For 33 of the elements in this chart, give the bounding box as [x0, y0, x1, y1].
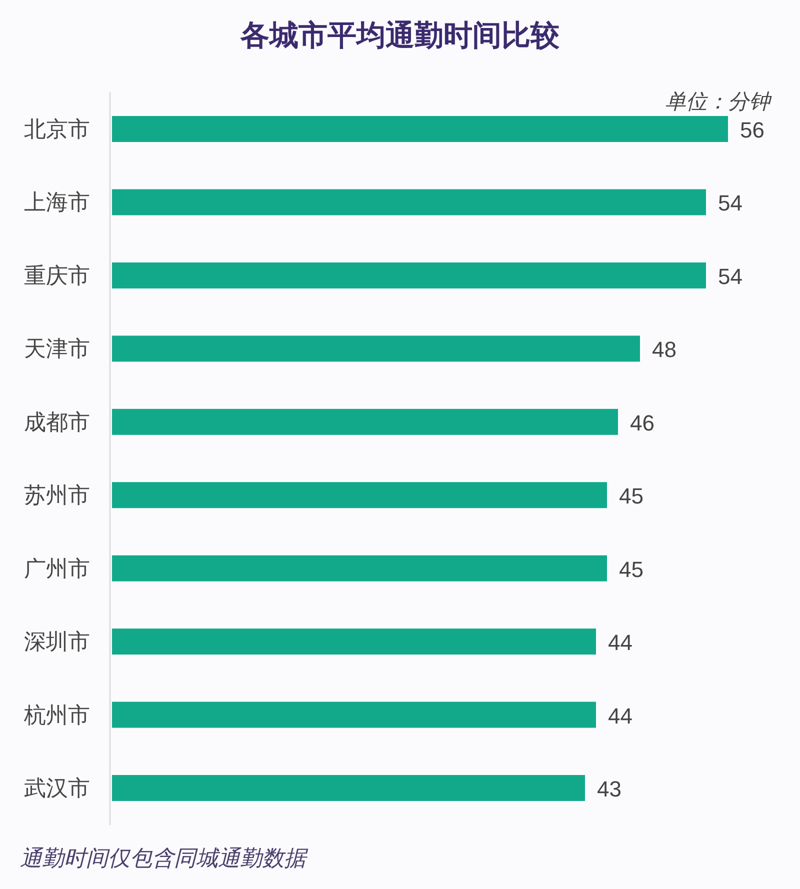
data-label: 44 [608, 703, 632, 728]
data-label: 45 [619, 484, 644, 509]
data-label: 54 [718, 264, 742, 289]
y-tick-label: 广州市 [24, 556, 90, 581]
y-tick-label: 北京市 [24, 116, 90, 142]
y-tick-label: 深圳市 [24, 629, 90, 654]
bar [112, 262, 706, 288]
bar [112, 116, 728, 142]
y-tick-label: 上海市 [24, 190, 90, 215]
y-tick-label: 杭州市 [23, 702, 90, 728]
data-label: 45 [619, 556, 644, 582]
bar [112, 555, 607, 582]
bar [112, 482, 607, 508]
y-tick-label: 武汉市 [24, 776, 90, 800]
text: 通勤时间仅包含同城通勤数据 [20, 846, 309, 870]
y-tick-label: 成都市 [24, 409, 90, 434]
y-tick-label: 天津市 [24, 336, 90, 362]
data-label: 56 [740, 118, 764, 142]
bar [112, 775, 585, 801]
data-label: 48 [652, 337, 676, 362]
chart-subtitle: 单位：分钟 [665, 90, 772, 114]
bar [112, 408, 618, 435]
bar [112, 336, 640, 362]
y-tick-label: 苏州市 [24, 482, 90, 508]
bar [112, 702, 596, 728]
data-label: 54 [718, 190, 742, 216]
y-tick-label: 重庆市 [24, 262, 90, 288]
chart-title: 各城市平均通勤时间比较 [240, 19, 560, 52]
bar [112, 189, 706, 216]
bar [112, 628, 596, 655]
data-label: 46 [630, 410, 654, 436]
data-label: 43 [597, 776, 622, 802]
data-label: 44 [608, 630, 632, 656]
